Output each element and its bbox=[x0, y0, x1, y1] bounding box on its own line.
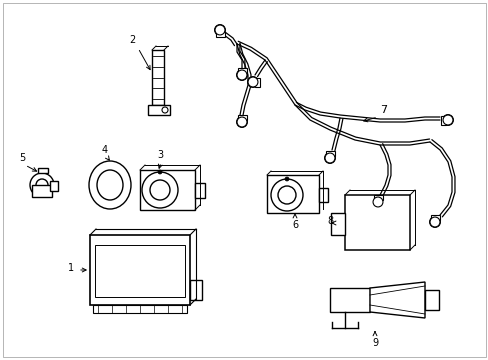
Text: 6: 6 bbox=[291, 220, 298, 230]
Bar bbox=[318, 188, 327, 202]
Circle shape bbox=[247, 77, 258, 87]
Circle shape bbox=[237, 117, 246, 127]
Circle shape bbox=[429, 217, 440, 228]
Circle shape bbox=[324, 153, 335, 163]
Text: 2: 2 bbox=[129, 35, 135, 45]
Text: 4: 4 bbox=[102, 145, 108, 155]
Polygon shape bbox=[429, 215, 439, 220]
Circle shape bbox=[442, 115, 452, 125]
Bar bbox=[190, 280, 202, 300]
Text: 9: 9 bbox=[371, 338, 377, 348]
Polygon shape bbox=[254, 77, 260, 86]
Circle shape bbox=[237, 70, 246, 80]
Polygon shape bbox=[369, 282, 424, 318]
Bar bbox=[266, 175, 318, 213]
Ellipse shape bbox=[97, 170, 123, 200]
Bar bbox=[90, 235, 190, 305]
Ellipse shape bbox=[89, 161, 131, 209]
Bar bbox=[93, 305, 186, 313]
Circle shape bbox=[162, 107, 168, 113]
Circle shape bbox=[36, 179, 48, 191]
Bar bbox=[50, 181, 58, 191]
Bar bbox=[95, 245, 184, 297]
Bar bbox=[140, 170, 195, 210]
Polygon shape bbox=[237, 68, 246, 73]
Bar bbox=[424, 290, 438, 310]
Bar bbox=[345, 195, 409, 250]
Polygon shape bbox=[325, 151, 334, 156]
Circle shape bbox=[372, 197, 382, 207]
Bar bbox=[32, 185, 52, 197]
Text: 8: 8 bbox=[326, 216, 332, 226]
Circle shape bbox=[30, 173, 54, 197]
Polygon shape bbox=[215, 32, 224, 37]
Circle shape bbox=[214, 24, 225, 35]
Bar bbox=[330, 213, 345, 235]
Circle shape bbox=[278, 186, 295, 204]
Circle shape bbox=[325, 153, 334, 163]
Bar bbox=[329, 288, 369, 312]
Polygon shape bbox=[237, 115, 246, 120]
Polygon shape bbox=[373, 195, 382, 200]
Circle shape bbox=[150, 180, 170, 200]
Circle shape bbox=[236, 117, 247, 127]
Circle shape bbox=[270, 179, 303, 211]
Bar bbox=[38, 168, 48, 173]
Polygon shape bbox=[440, 116, 445, 125]
Circle shape bbox=[142, 172, 178, 208]
Bar bbox=[152, 50, 163, 105]
Circle shape bbox=[215, 25, 224, 35]
Text: 7: 7 bbox=[379, 105, 386, 115]
Circle shape bbox=[442, 114, 452, 125]
Text: 5: 5 bbox=[19, 153, 25, 163]
Text: 3: 3 bbox=[157, 150, 163, 160]
Circle shape bbox=[158, 170, 162, 174]
Bar bbox=[195, 183, 204, 198]
Circle shape bbox=[372, 197, 383, 207]
Text: 1: 1 bbox=[68, 263, 74, 273]
Circle shape bbox=[247, 77, 258, 87]
Circle shape bbox=[429, 217, 439, 227]
Bar bbox=[148, 105, 170, 115]
Circle shape bbox=[285, 177, 288, 181]
Circle shape bbox=[236, 69, 247, 80]
